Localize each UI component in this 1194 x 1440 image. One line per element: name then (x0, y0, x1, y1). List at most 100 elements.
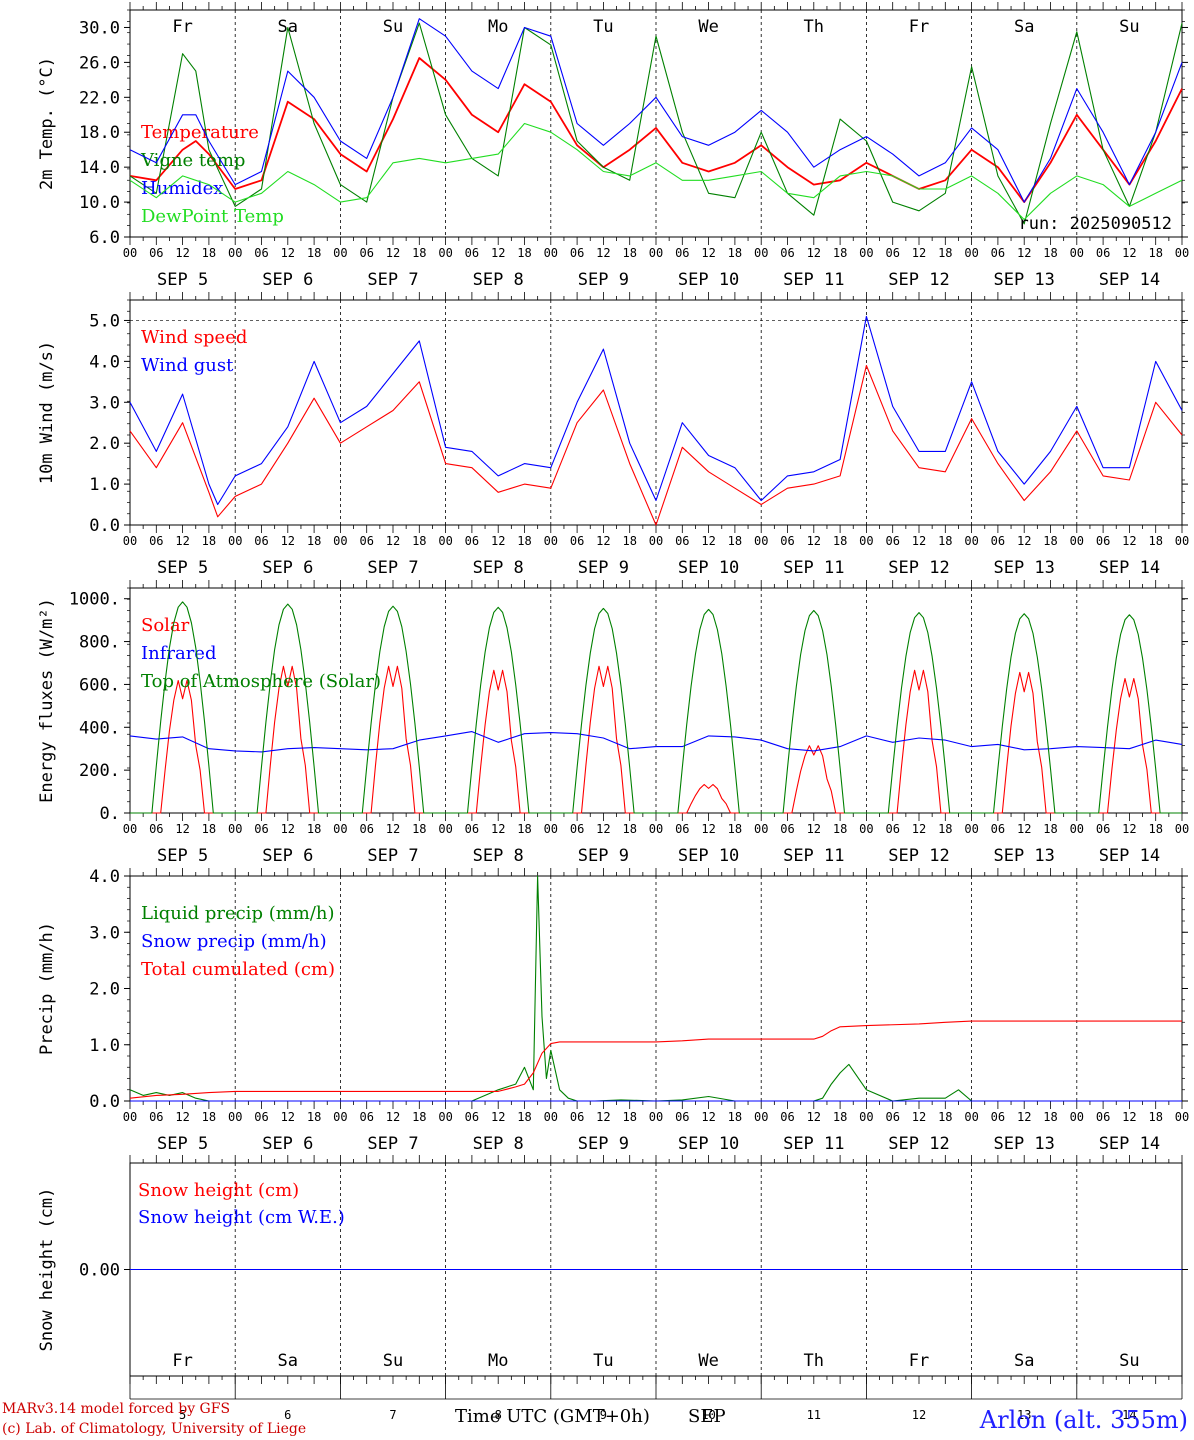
hour-tick-label: 18 (1148, 1110, 1162, 1124)
date-label: SEP 14 (1099, 1134, 1160, 1154)
hour-tick-label: 00 (438, 246, 452, 260)
legend-entry: Wind gust (141, 355, 234, 376)
y-tick-label: 26.0 (79, 53, 120, 73)
hour-tick-label: 06 (465, 246, 479, 260)
hour-tick-label: 00 (333, 1110, 347, 1124)
hour-tick-label: 00 (859, 822, 873, 836)
hour-tick-label: 00 (123, 534, 137, 548)
x-axis-title: Time UTC (GMT+0h) (455, 1406, 650, 1427)
date-label: SEP 12 (888, 1134, 949, 1154)
day-number-label: 9 (600, 1408, 607, 1422)
hour-tick-label: 00 (859, 246, 873, 260)
y-axis-title: 10m Wind (m/s) (37, 341, 57, 484)
panel-5: 0.00 Snow height (cm) Fr Sa Su Mo Tu We Th Fr Sa Su… (37, 1155, 1188, 1422)
date-label: SEP 8 (473, 558, 524, 578)
hour-tick-label: 00 (1175, 1110, 1189, 1124)
hour-tick-label: 00 (1070, 534, 1084, 548)
hour-tick-label: 18 (1043, 1110, 1057, 1124)
day-number-label: 10 (701, 1408, 715, 1422)
hour-tick-label: 06 (675, 1110, 689, 1124)
hour-tick-label: 00 (649, 246, 663, 260)
y-axis-title: Precip (mm/h) (37, 922, 57, 1055)
legend-entry: Snow height (cm) (138, 1180, 299, 1201)
date-label: SEP 6 (262, 558, 313, 578)
hour-tick-label: 00 (544, 822, 558, 836)
hour-tick-label: 18 (517, 1110, 531, 1124)
hour-tick-label: 12 (175, 1110, 189, 1124)
date-label: SEP 5 (157, 270, 208, 290)
weekday-label: We (698, 1351, 718, 1371)
hour-tick-label: 00 (438, 1110, 452, 1124)
hour-tick-label: 00 (438, 822, 452, 836)
hour-tick-label: 18 (1148, 246, 1162, 260)
hour-tick-label: 00 (964, 534, 978, 548)
date-label: SEP 9 (578, 1134, 629, 1154)
hour-tick-label: 00 (228, 534, 242, 548)
hour-tick-label: 06 (254, 822, 268, 836)
hour-tick-label: 00 (754, 822, 768, 836)
date-label: SEP 5 (157, 846, 208, 866)
hour-tick-label: 06 (149, 534, 163, 548)
footer-model-line: MARv3.14 model forced by GFS (2, 1401, 230, 1417)
series-line-infrared (129, 731, 1183, 753)
panel-frame (129, 299, 1183, 526)
x-axis-month: SEP (688, 1406, 726, 1427)
weekday-label: Tu (593, 1351, 613, 1371)
hour-tick-label: 18 (412, 534, 426, 548)
hour-tick-label: 00 (859, 534, 873, 548)
date-label: SEP 9 (578, 270, 629, 290)
y-tick-label: 22.0 (79, 88, 120, 108)
weekday-label: Fr (172, 1351, 192, 1371)
hour-tick-label: 06 (570, 534, 584, 548)
y-tick-label: 2.0 (89, 434, 120, 454)
y-tick-label: 3.0 (89, 923, 120, 943)
series-line-vigne-temp (129, 22, 1183, 225)
hour-tick-label: 18 (622, 1110, 636, 1124)
series-line-dewpoint-temp (129, 122, 1183, 221)
date-label: SEP 10 (678, 558, 739, 578)
hour-tick-label: 18 (833, 534, 847, 548)
hour-tick-label: 12 (701, 534, 715, 548)
hour-tick-label: 00 (1070, 822, 1084, 836)
hour-tick-label: 00 (964, 1110, 978, 1124)
weekday-label: Sa (278, 1351, 298, 1371)
hour-tick-label: 18 (938, 534, 952, 548)
panel-1: 30.0 26.0 22.0 18.0 14.0 10.0 6.0 2m Temp. (°C)… (37, 2, 1189, 290)
hour-tick-label: 12 (1122, 246, 1136, 260)
date-label: SEP 10 (678, 270, 739, 290)
hour-tick-label: 18 (1043, 822, 1057, 836)
date-label: SEP 6 (262, 1134, 313, 1154)
y-axis-title: Snow height (cm) (37, 1188, 57, 1352)
hour-tick-label: 06 (465, 534, 479, 548)
hour-tick-label: 18 (412, 822, 426, 836)
hour-tick-label: 12 (386, 246, 400, 260)
date-label: SEP 5 (157, 1134, 208, 1154)
y-tick-label: 5.0 (89, 311, 120, 331)
hour-tick-label: 18 (412, 246, 426, 260)
date-label: SEP 8 (473, 846, 524, 866)
hour-tick-label: 00 (228, 1110, 242, 1124)
hour-tick-label: 12 (912, 1110, 926, 1124)
hour-tick-label: 12 (912, 534, 926, 548)
hour-tick-label: 12 (281, 1110, 295, 1124)
hour-tick-label: 00 (123, 246, 137, 260)
hour-tick-label: 00 (649, 822, 663, 836)
date-label: SEP 11 (783, 270, 844, 290)
date-label: SEP 9 (578, 558, 629, 578)
weekday-label: Mo (488, 17, 508, 37)
weekday-label: Su (383, 17, 403, 37)
y-tick-label: 0.00 (79, 1261, 120, 1281)
weekday-label: Th (804, 17, 824, 37)
y-axis-title: Energy fluxes (W/m²) (37, 598, 57, 803)
hour-tick-label: 00 (964, 246, 978, 260)
y-tick-label: 1000. (69, 590, 120, 610)
day-number-label: 5 (179, 1408, 186, 1422)
hour-tick-label: 00 (1070, 246, 1084, 260)
hour-tick-label: 06 (149, 246, 163, 260)
y-tick-label: 4.0 (89, 867, 120, 887)
weekday-label: Th (804, 1351, 824, 1371)
y-tick-label: 600. (79, 675, 120, 695)
date-label: SEP 9 (578, 846, 629, 866)
hour-tick-label: 18 (622, 246, 636, 260)
y-tick-label: 2.0 (89, 980, 120, 1000)
